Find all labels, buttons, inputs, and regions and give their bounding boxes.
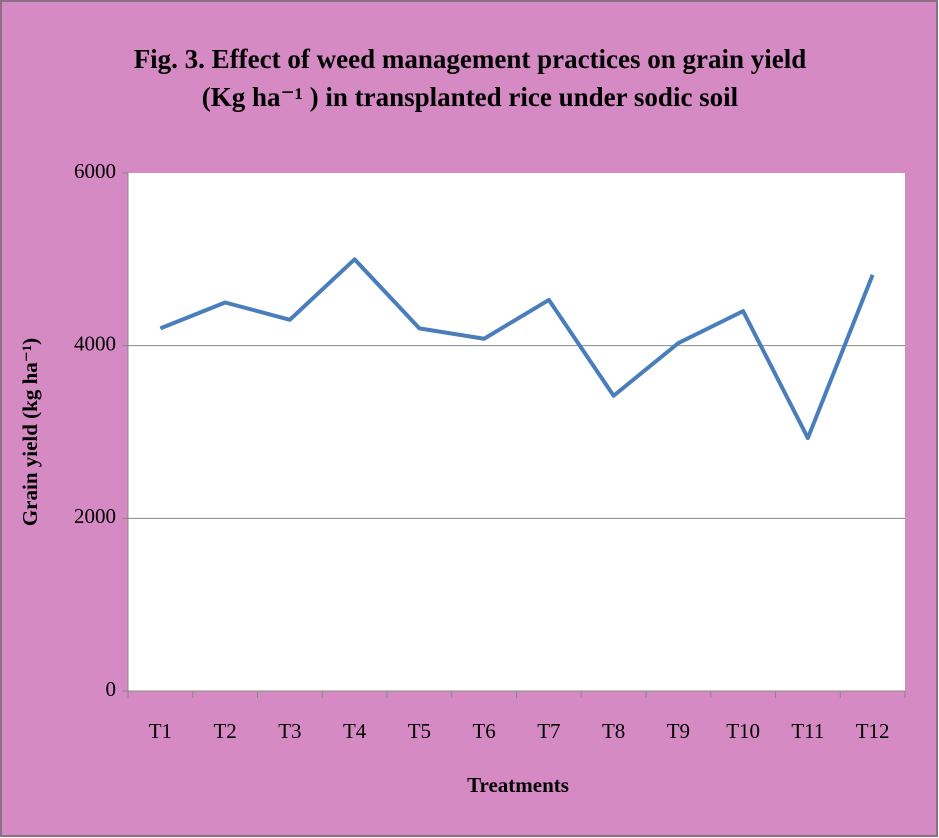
x-tick-label: T6 (472, 719, 495, 743)
y-tick-label: 0 (106, 677, 117, 701)
data-line (159, 257, 875, 441)
x-tick-label: T11 (791, 719, 824, 743)
x-tick-label: T5 (408, 719, 431, 743)
x-tick-label: T7 (537, 719, 560, 743)
x-tick-label: T3 (278, 719, 301, 743)
chart-title: (Kg ha⁻¹ ) in transplanted rice under so… (202, 82, 739, 112)
x-tick-label: T2 (213, 719, 236, 743)
y-tick-label: 2000 (74, 504, 116, 528)
y-tick-label: 4000 (74, 331, 116, 355)
x-tick-label: T1 (149, 719, 172, 743)
chart-title: Fig. 3. Effect of weed management practi… (134, 44, 807, 74)
x-tick-label: T9 (667, 719, 690, 743)
y-tick-label: 6000 (74, 159, 116, 183)
x-tick-label: T8 (602, 719, 625, 743)
plot-area (128, 173, 905, 691)
x-tick-label: T4 (343, 719, 367, 743)
x-axis-title: Treatments (467, 773, 569, 797)
y-axis-title: Grain yield (kg ha⁻¹) (18, 338, 42, 526)
x-tick-label: T12 (856, 719, 890, 743)
x-tick-label: T10 (726, 719, 760, 743)
